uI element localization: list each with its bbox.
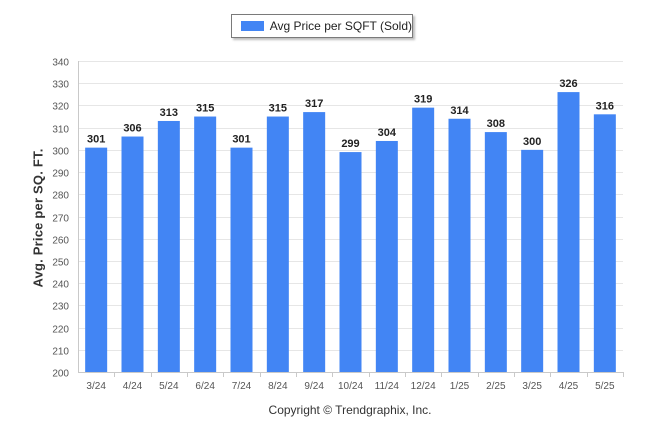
y-tick-label: 260	[52, 236, 69, 247]
x-tick-label: 7/24	[232, 381, 252, 392]
copyright-text: Copyright © Trendgraphix, Inc.	[268, 403, 432, 417]
bar	[85, 147, 108, 372]
y-tick-label: 270	[52, 214, 69, 225]
bar-value-label: 300	[523, 136, 541, 148]
x-tick-label: 6/24	[195, 381, 215, 392]
bar-value-label: 308	[487, 118, 505, 130]
bar	[230, 147, 253, 372]
bar	[266, 116, 289, 373]
y-tick-label: 340	[52, 58, 69, 69]
y-tick-label: 320	[52, 102, 69, 113]
bar-value-label: 315	[269, 103, 287, 115]
bar-value-label: 315	[196, 103, 214, 115]
x-tick-label: 11/24	[375, 381, 400, 392]
bar	[521, 149, 544, 372]
bar	[121, 136, 144, 372]
y-tick-label: 300	[52, 147, 69, 158]
y-tick-label: 330	[52, 80, 69, 91]
x-tick-label: 5/25	[595, 381, 615, 392]
bar	[448, 118, 471, 372]
y-tick-label: 220	[52, 325, 69, 336]
y-axis-label: Avg. Price per SQ. FT.	[30, 148, 46, 288]
bar-value-label: 314	[450, 105, 469, 117]
x-tick-label: 10/24	[338, 381, 363, 392]
legend-swatch	[241, 21, 264, 31]
y-tick-label: 290	[52, 169, 69, 180]
bar-value-label: 313	[160, 107, 178, 119]
x-tick-label: 9/24	[304, 381, 324, 392]
legend-label: Avg Price per SQFT (Sold)	[269, 19, 412, 33]
bar	[557, 92, 580, 372]
bar-value-label: 301	[232, 134, 250, 146]
bar-value-label: 319	[414, 94, 432, 106]
legend: Avg Price per SQFT (Sold)	[231, 14, 413, 38]
bar-value-label: 301	[87, 134, 105, 146]
x-tick-label: 5/24	[159, 381, 179, 392]
x-tick-label: 12/24	[411, 381, 436, 392]
bar-value-label: 304	[378, 127, 397, 139]
bar	[194, 116, 217, 373]
bar-value-label: 306	[123, 123, 141, 135]
x-tick-label: 8/24	[268, 381, 288, 392]
bar	[375, 140, 398, 372]
y-tick-label: 310	[52, 125, 69, 136]
x-tick-label: 1/25	[450, 381, 470, 392]
bar	[593, 114, 616, 373]
bar	[157, 120, 180, 372]
x-tick-label: 4/24	[123, 381, 143, 392]
bar	[339, 152, 362, 372]
bar-value-label: 326	[559, 78, 577, 90]
x-tick-label: 2/25	[486, 381, 506, 392]
bar-value-label: 299	[341, 138, 359, 150]
bar-value-label: 316	[596, 100, 614, 112]
y-tick-label: 210	[52, 347, 69, 358]
y-tick-label: 250	[52, 258, 69, 269]
x-tick-label: 4/25	[559, 381, 579, 392]
bar	[484, 132, 507, 372]
y-tick-label: 240	[52, 280, 69, 291]
x-tick-label: 3/25	[522, 381, 542, 392]
bar	[303, 112, 326, 372]
bar	[412, 107, 435, 373]
y-tick-label: 200	[52, 369, 69, 380]
bar-value-label: 317	[305, 98, 323, 110]
y-tick-label: 230	[52, 302, 69, 313]
x-tick-label: 3/24	[86, 381, 106, 392]
y-tick-label: 280	[52, 191, 69, 202]
